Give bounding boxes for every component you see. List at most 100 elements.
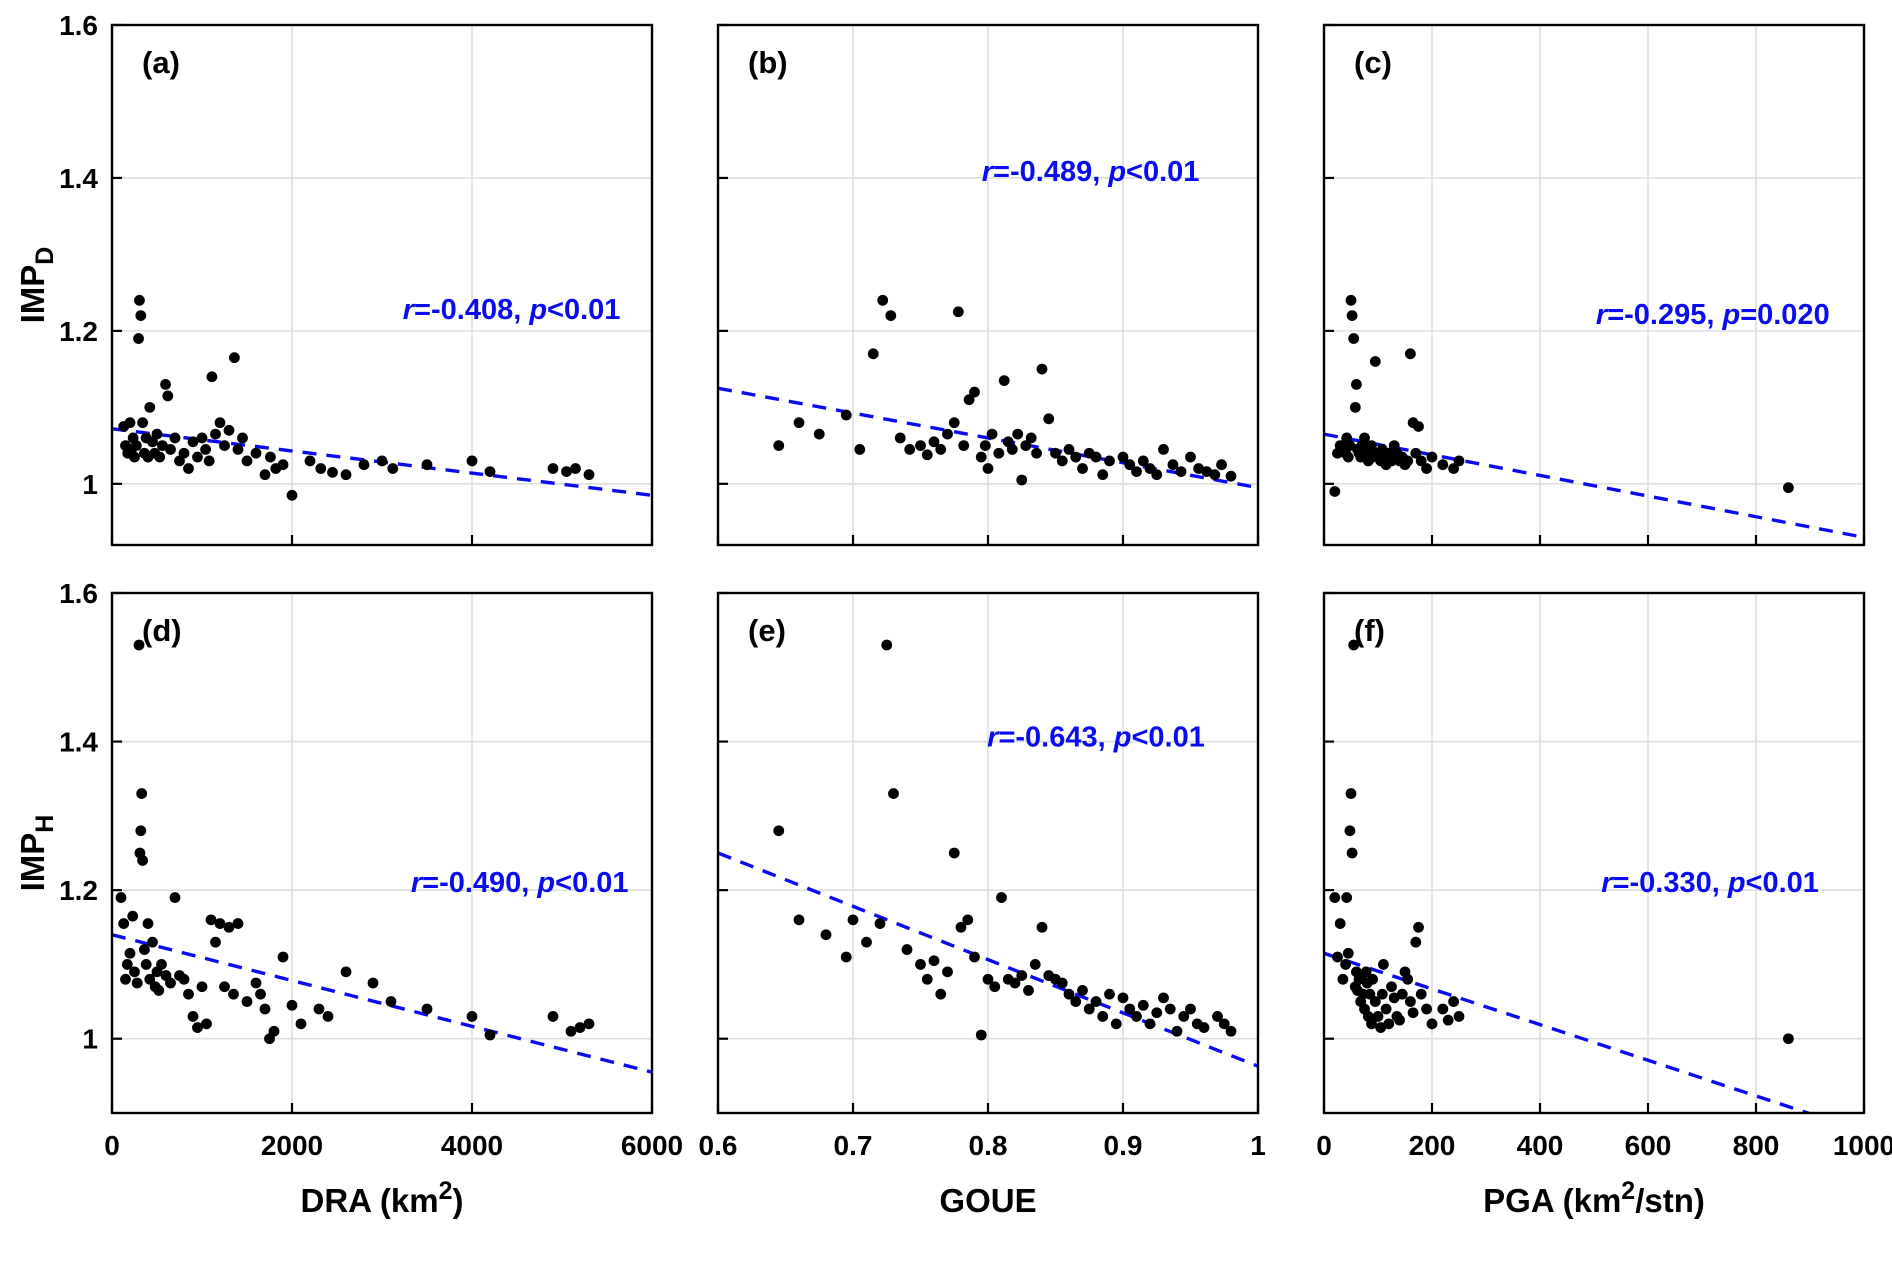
data-point [1386, 455, 1397, 467]
data-point [1375, 1022, 1387, 1033]
data-point [142, 918, 154, 929]
y-tick-label: 1.2 [59, 316, 98, 347]
data-point [210, 936, 221, 948]
data-point [286, 489, 298, 501]
data-point [286, 999, 298, 1011]
data-point [1178, 1011, 1190, 1022]
data-point [1225, 1025, 1237, 1037]
scatter-points [1329, 294, 1794, 497]
data-point [1104, 455, 1115, 467]
data-point [874, 918, 886, 929]
data-point [196, 981, 208, 993]
data-point [1020, 440, 1032, 451]
data-point [1369, 996, 1381, 1007]
correlation-annotation: r=-0.490, p<0.01 [411, 867, 629, 899]
data-point [162, 390, 174, 402]
data-point [928, 955, 940, 967]
data-point [201, 1018, 212, 1030]
data-point [219, 981, 230, 993]
data-point [1117, 451, 1129, 463]
x-tick-label: 0 [1316, 1130, 1332, 1161]
data-point [165, 977, 176, 989]
data-point [948, 847, 960, 859]
x-axis-title: PGA (km2/stn) [1483, 1177, 1705, 1219]
x-tick-label: 4000 [441, 1130, 503, 1161]
data-point [1346, 310, 1358, 321]
y-tick-label: 1 [82, 469, 98, 500]
data-point [1031, 447, 1042, 459]
data-point [1137, 455, 1149, 467]
data-point [1448, 996, 1459, 1007]
data-point [367, 977, 379, 989]
data-point [952, 306, 964, 318]
data-point [1023, 985, 1034, 996]
data-point [1396, 988, 1408, 1000]
data-point [1369, 356, 1381, 367]
data-point [205, 914, 217, 926]
x-tick-label: 600 [1625, 1130, 1672, 1161]
data-point [975, 451, 987, 463]
data-point [156, 959, 167, 970]
data-point [1340, 959, 1351, 970]
data-point [484, 466, 496, 477]
data-point [1388, 992, 1400, 1004]
data-point [154, 451, 166, 463]
data-point [1421, 463, 1432, 474]
x-tick-label: 0 [104, 1130, 120, 1161]
data-point [137, 417, 149, 429]
data-point [793, 914, 805, 926]
x-tick-label: 200 [1409, 1130, 1456, 1161]
data-point [1036, 363, 1048, 375]
data-point [1050, 447, 1061, 459]
data-point [183, 988, 194, 1000]
panel-label: (a) [142, 45, 180, 80]
data-point [1151, 1007, 1163, 1019]
data-point [885, 310, 897, 321]
data-point [1110, 1018, 1122, 1030]
data-point [1063, 988, 1075, 1000]
data-point [867, 348, 879, 360]
data-point [1442, 1014, 1454, 1026]
data-point [962, 914, 974, 926]
scatter-points [773, 294, 1237, 486]
data-point [1070, 451, 1082, 463]
data-point [118, 918, 130, 929]
data-point [565, 1025, 577, 1037]
data-point [1413, 421, 1424, 432]
data-point [223, 424, 235, 436]
data-point [210, 428, 221, 440]
trend-line [1324, 432, 1864, 540]
data-point [1413, 921, 1424, 933]
data-point [214, 417, 226, 429]
data-point [1158, 444, 1169, 455]
data-point [250, 447, 262, 459]
data-point [955, 921, 967, 933]
data-point [861, 936, 872, 948]
data-point [1402, 973, 1414, 985]
data-point [1167, 459, 1179, 471]
data-point [219, 440, 230, 451]
data-point [237, 432, 248, 444]
data-point [998, 375, 1010, 386]
data-point [1415, 988, 1427, 1000]
data-point [385, 996, 397, 1007]
data-point [773, 825, 785, 837]
data-point [241, 455, 253, 467]
data-point [135, 825, 147, 837]
data-point [376, 455, 388, 467]
data-point [1359, 432, 1370, 444]
data-point [133, 639, 145, 651]
data-point [583, 469, 595, 481]
data-point [1151, 469, 1163, 481]
y-axis-title: IMPD [14, 247, 59, 324]
data-point [928, 436, 940, 448]
data-point [969, 951, 980, 963]
x-tick-label: 6000 [621, 1130, 683, 1161]
x-tick-label: 0.6 [699, 1130, 738, 1161]
data-point [178, 447, 190, 459]
data-point [1083, 1003, 1095, 1015]
panel-label: (f) [1354, 613, 1385, 648]
x-tick-label: 800 [1733, 1130, 1780, 1161]
panel-c: (c) r=-0.295, p=0.020 [1322, 23, 1866, 547]
data-point [1090, 451, 1102, 463]
